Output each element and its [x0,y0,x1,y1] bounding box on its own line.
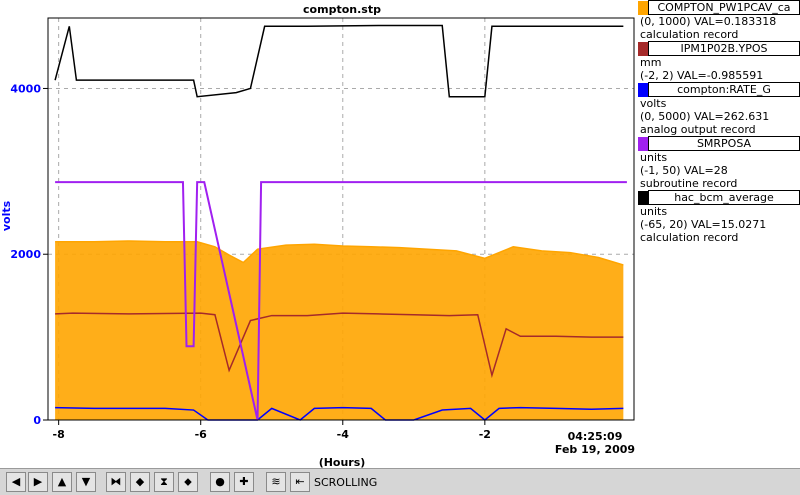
legend-entry: hac_bcm_average units (-65, 20) VAL=15.027… [638,190,800,244]
legend-swatch [638,41,648,56]
legend: COMPTON_PW1PCAV_ca (0, 1000) VAL=0.183318… [638,0,800,244]
legend-range: (0, 1000) VAL=0.183318 [640,15,777,28]
legend-name[interactable]: hac_bcm_average [648,190,800,205]
y-axis: 0 2000 4000 [10,82,48,427]
arrow-right-icon[interactable]: ▶ [28,472,48,492]
autoscale-icon[interactable]: ≋ [266,472,286,492]
legend-name[interactable]: IPM1P02B.YPOS [648,41,800,56]
arrow-left-icon[interactable]: ◀ [6,472,26,492]
legend-unit: volts [640,97,667,110]
time-label: 04:25:09 [568,430,623,443]
arrow-up-icon[interactable]: ▲ [52,472,72,492]
legend-entry: compton:RATE_G volts (0, 5000) VAL=262.631… [638,82,800,136]
series-line-compton-rate-g [55,406,624,421]
legend-entry: IPM1P02B.YPOS mm (-2, 2) VAL=-0.985591 [638,41,800,82]
series-area-compton-pw1pcav [55,240,624,420]
date-label: Feb 19, 2009 [555,443,635,456]
chart-title: compton.stp [303,3,381,16]
x-tick-label: -8 [53,428,65,441]
series-line-smrposa [55,181,627,421]
x-tick-label: -6 [195,428,208,441]
legend-record: calculation record [640,28,739,41]
legend-range: (0, 5000) VAL=262.631 [640,110,770,123]
series-line-hac-bcm-average [54,24,624,98]
y-tick-label: 0 [33,414,41,427]
series-group [54,24,627,421]
toolbar: SCROLLING ◀ ▶ ▲ ▼ ⧓ ◆ ⧗ ⬥ ● ✚ ≋ ⇤ [0,468,800,495]
y-tick-label: 4000 [10,82,41,95]
x-tick-label: -2 [479,428,491,441]
compress-horizontal-icon[interactable]: ⧓ [106,472,126,492]
x-axis: -8 -6 -4 -2 [53,420,491,441]
legend-range: (-2, 2) VAL=-0.985591 [640,69,764,82]
legend-unit: mm [640,56,662,69]
legend-unit: units [640,151,668,164]
back-to-start-icon[interactable]: ⇤ [290,472,310,492]
scrolling-status: SCROLLING [314,476,378,489]
y-tick-label: 2000 [10,248,41,261]
legend-unit: units [640,205,668,218]
expand-vertical-icon[interactable]: ⬥ [178,472,198,492]
series-line-compton-pw1pcav-ca [55,240,624,266]
arrow-down-icon[interactable]: ▼ [76,472,96,492]
legend-swatch [638,82,648,97]
legend-record: analog output record [640,123,756,136]
legend-entry: COMPTON_PW1PCAV_ca (0, 1000) VAL=0.183318… [638,0,800,41]
legend-name[interactable]: SMRPOSA [648,136,800,151]
legend-record: calculation record [640,231,739,244]
legend-range: (-65, 20) VAL=15.0271 [640,218,767,231]
plot-frame [47,17,635,421]
y-axis-label: volts [0,200,13,231]
legend-name[interactable]: compton:RATE_G [648,82,800,97]
x-axis-label: (Hours) [319,456,366,468]
x-tick-label: -4 [337,428,350,441]
compress-vertical-icon[interactable]: ⧗ [154,472,174,492]
legend-range: (-1, 50) VAL=28 [640,164,728,177]
legend-swatch [638,0,648,15]
plus-icon[interactable]: ✚ [234,472,254,492]
legend-record: subroutine record [640,177,738,190]
legend-entry: SMRPOSA units (-1, 50) VAL=28 subroutine re… [638,136,800,190]
legend-swatch [638,190,648,205]
series-line-ipm1p02b-ypos [55,312,624,379]
circle-icon[interactable]: ● [210,472,230,492]
strip-chart[interactable]: compton.stp 0 2000 4000 -8 -6 -4 -2 volts (Ho… [0,0,800,468]
legend-name[interactable]: COMPTON_PW1PCAV_ca [648,0,800,15]
expand-horizontal-icon[interactable]: ◆ [130,472,150,492]
legend-swatch [638,136,648,151]
